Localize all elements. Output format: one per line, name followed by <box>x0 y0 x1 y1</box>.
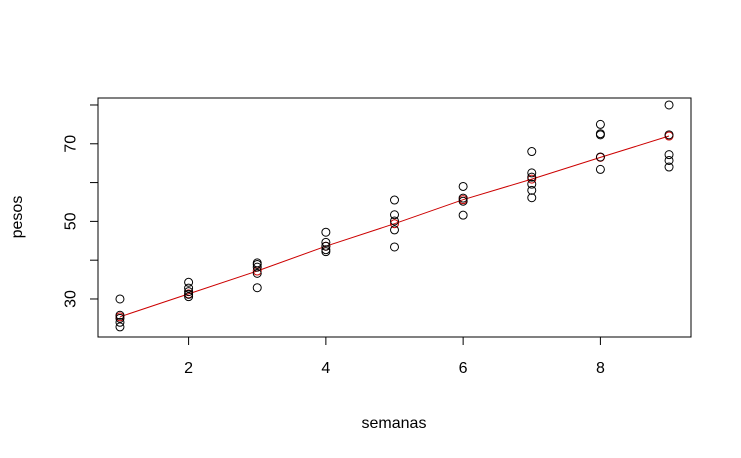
data-point <box>115 322 125 332</box>
data-point <box>527 185 537 195</box>
fitted-line-layer <box>115 131 674 322</box>
data-point <box>321 227 331 237</box>
data-point <box>595 119 605 129</box>
data-point <box>527 179 537 189</box>
data-point <box>390 242 399 252</box>
data-point <box>321 237 331 247</box>
x-tick-label: 2 <box>184 360 193 377</box>
data-point <box>458 210 468 220</box>
y-tick-label: 30 <box>63 290 80 308</box>
data-point <box>115 313 125 323</box>
data-point <box>390 195 399 205</box>
data-point <box>595 164 605 174</box>
y-axis: 30 50 70 <box>63 104 99 308</box>
data-point <box>115 294 125 304</box>
data-point <box>390 216 399 226</box>
data-point <box>458 193 468 203</box>
x-tick-label: 8 <box>596 360 605 377</box>
plot-frame <box>97 97 692 338</box>
observed-points-layer <box>115 100 674 332</box>
y-tick-label: 50 <box>63 212 80 230</box>
y-tick-label: 70 <box>63 135 80 153</box>
data-point <box>321 247 331 257</box>
data-point <box>252 283 262 293</box>
data-point <box>664 100 674 110</box>
data-point <box>664 162 674 172</box>
x-axis-title: semanas <box>362 415 427 432</box>
data-point <box>390 210 399 220</box>
x-axis: 2 4 6 8 <box>184 336 605 377</box>
x-tick-label: 6 <box>459 360 468 377</box>
data-point <box>527 168 537 178</box>
data-point <box>527 193 537 203</box>
data-point <box>595 152 605 162</box>
data-point <box>184 283 194 293</box>
data-point <box>664 150 674 160</box>
data-point <box>252 259 262 269</box>
data-point <box>184 287 194 297</box>
data-point <box>115 310 125 320</box>
data-point <box>252 268 262 278</box>
data-point <box>184 277 194 287</box>
data-point <box>115 317 125 327</box>
data-point <box>595 130 605 140</box>
data-point <box>390 225 399 235</box>
data-point <box>664 155 674 165</box>
y-axis-title: pesos <box>9 196 26 239</box>
data-point <box>458 181 468 191</box>
fitted-line <box>119 135 670 318</box>
data-point <box>664 130 674 140</box>
data-point <box>252 262 262 272</box>
data-point <box>527 172 537 182</box>
x-tick-label: 4 <box>321 360 330 377</box>
data-point <box>321 241 331 251</box>
data-point <box>184 292 194 302</box>
fitted-point <box>390 219 399 229</box>
data-point <box>184 289 194 299</box>
data-point <box>458 196 468 206</box>
data-point <box>527 147 537 157</box>
